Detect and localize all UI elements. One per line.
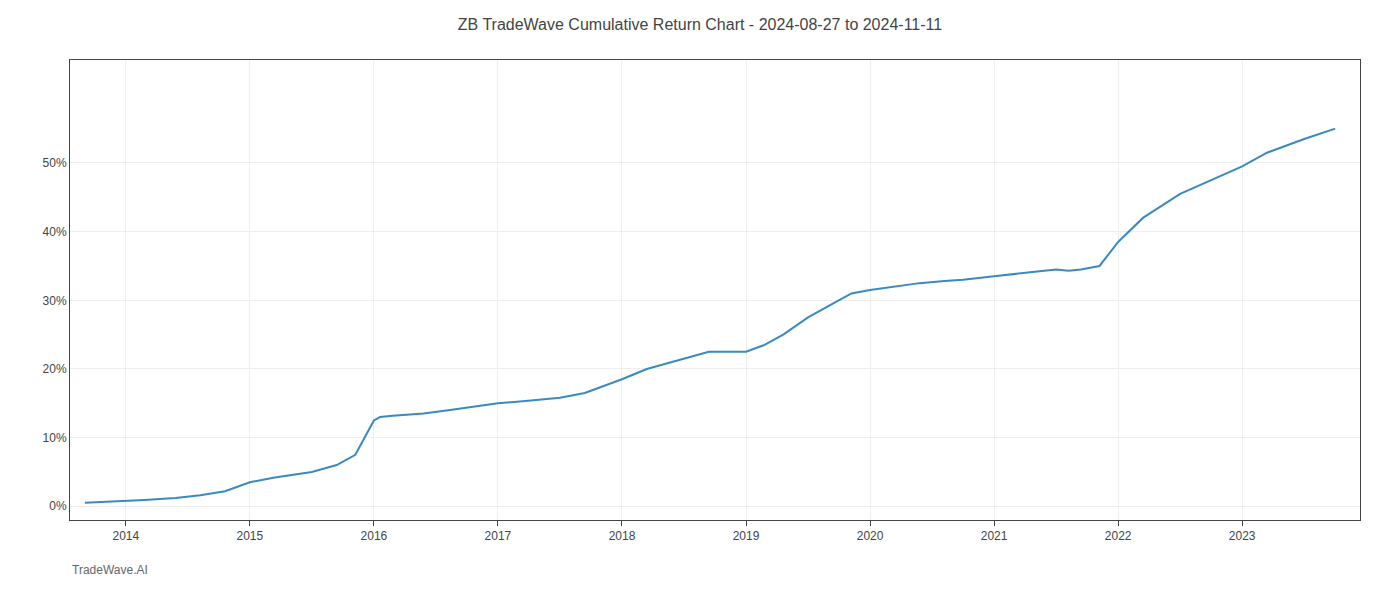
svg-text:2023: 2023 <box>1229 529 1256 543</box>
svg-text:50%: 50% <box>43 156 67 170</box>
svg-text:2015: 2015 <box>237 529 264 543</box>
svg-text:2021: 2021 <box>981 529 1008 543</box>
svg-text:ZB TradeWave Cumulative Return: ZB TradeWave Cumulative Return Chart - 2… <box>458 16 942 33</box>
svg-text:2022: 2022 <box>1105 529 1132 543</box>
svg-text:0%: 0% <box>49 499 67 513</box>
svg-text:TradeWave.AI: TradeWave.AI <box>72 563 148 577</box>
svg-text:2014: 2014 <box>112 529 139 543</box>
svg-text:2020: 2020 <box>857 529 884 543</box>
svg-text:2018: 2018 <box>609 529 636 543</box>
svg-text:2016: 2016 <box>361 529 388 543</box>
svg-text:30%: 30% <box>43 294 67 308</box>
svg-text:2019: 2019 <box>733 529 760 543</box>
svg-text:20%: 20% <box>43 362 67 376</box>
svg-text:40%: 40% <box>43 225 67 239</box>
svg-text:10%: 10% <box>43 431 67 445</box>
svg-text:2017: 2017 <box>485 529 512 543</box>
